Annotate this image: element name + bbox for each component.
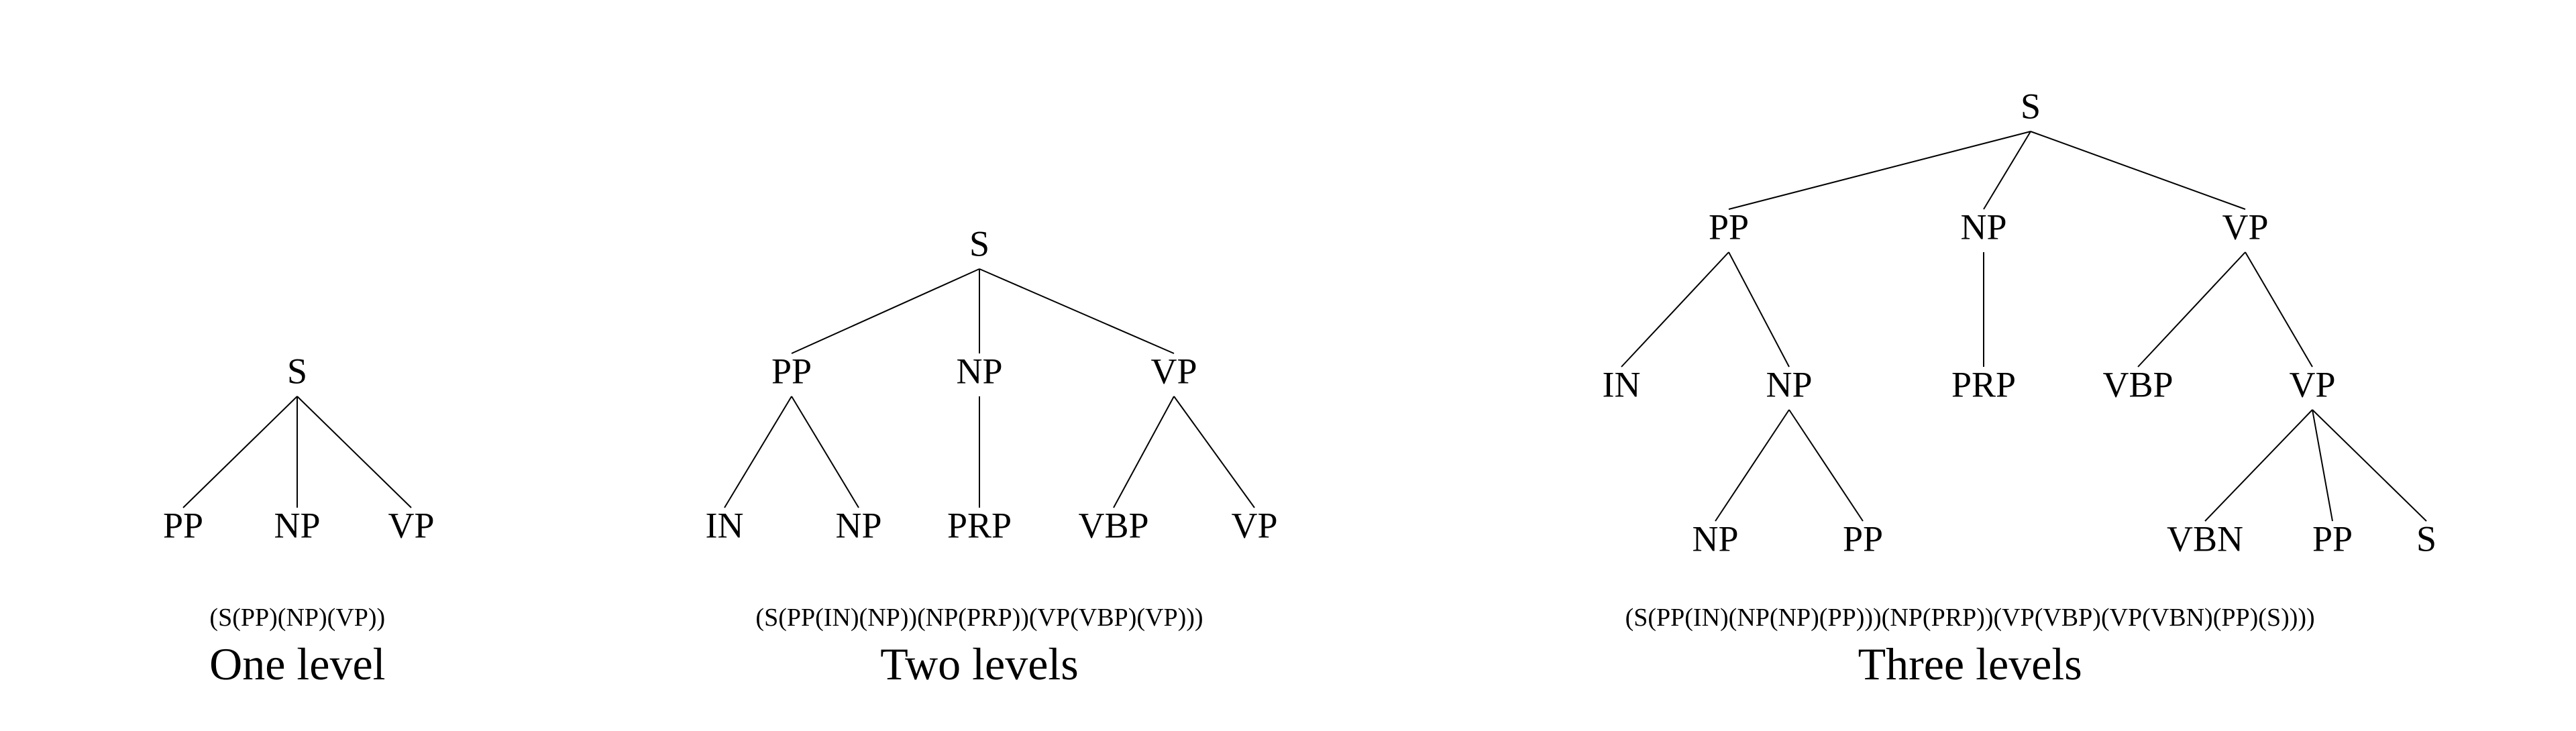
panel-three-levels: S PP NP VP IN NP PRP VBP VP NP PP VBN PP S (S(PP(IN)(… <box>1474 73 2467 691</box>
tree-edge <box>792 396 859 508</box>
tree-edge <box>1174 396 1254 508</box>
tree-node-label: VBP <box>1078 505 1148 545</box>
tree-edge <box>1729 131 2031 209</box>
tree-node-label: PRP <box>947 505 1012 545</box>
tree-edge <box>792 269 979 353</box>
title-two-levels: Two levels <box>880 638 1079 691</box>
tree-node-label: VP <box>1150 351 1197 391</box>
tree-node-label: NP <box>956 351 1002 391</box>
tree-node-label: PP <box>1709 207 1749 247</box>
tree-node-label: PRP <box>1951 364 2016 404</box>
tree-node-label: NP <box>274 505 321 545</box>
tree-edge <box>724 396 792 508</box>
tree-svg-one-level: S PP NP VP <box>109 328 485 583</box>
tree-edge <box>1114 396 1174 508</box>
tree-node-label: S <box>969 223 989 264</box>
tree-node-label: PP <box>2312 518 2353 559</box>
tree-edge <box>979 269 1174 353</box>
tree-node-label: PP <box>163 505 203 545</box>
tree-edge <box>183 396 297 508</box>
tree-node-label: VP <box>1231 505 1277 545</box>
tree-node-label: VP <box>388 505 435 545</box>
tree-edge <box>2031 131 2245 209</box>
tree-edge <box>1984 131 2031 209</box>
tree-node-label: S <box>287 351 307 391</box>
tree-node-label: VP <box>2222 207 2268 247</box>
bracket-two-levels: (S(PP(IN)(NP))(NP(PRP))(VP(VBP)(VP))) <box>755 603 1203 632</box>
title-three-levels: Three levels <box>1858 638 2082 691</box>
tree-three-levels: S PP NP VP IN NP PRP VBP VP NP PP VBN PP S <box>1474 73 2467 583</box>
tree-node-label: S <box>2021 86 2041 126</box>
tree-one-level: S PP NP VP <box>109 328 485 583</box>
tree-node-label: NP <box>1960 207 2006 247</box>
tree-node-label: IN <box>705 505 743 545</box>
tree-node-label: S <box>2416 518 2436 559</box>
panel-one-level: S PP NP VP (S(PP)(NP)(VP)) One level <box>109 328 485 691</box>
bracket-one-level: (S(PP)(NP)(VP)) <box>209 603 385 632</box>
tree-two-levels: S PP NP VP IN NP PRP VBP VP <box>624 207 1335 583</box>
tree-node-label: PP <box>771 351 812 391</box>
tree-svg-two-levels: S PP NP VP IN NP PRP VBP VP <box>624 207 1335 583</box>
tree-svg-three-levels: S PP NP VP IN NP PRP VBP VP NP PP VBN PP S <box>1474 73 2467 583</box>
tree-node-label: NP <box>1766 364 1812 404</box>
tree-node-label: NP <box>1692 518 1738 559</box>
tree-node-label: IN <box>1602 364 1640 404</box>
tree-edge <box>1715 410 1789 521</box>
tree-node-label: VP <box>2289 364 2335 404</box>
tree-edge <box>297 396 411 508</box>
tree-edge <box>2138 252 2245 367</box>
title-one-level: One level <box>209 638 385 691</box>
tree-node-label: PP <box>1843 518 1883 559</box>
panel-two-levels: S PP NP VP IN NP PRP VBP VP (S(PP(IN)(NP))(NP(PR… <box>624 207 1335 691</box>
tree-node-label: VBN <box>2167 518 2243 559</box>
diagram-container: S PP NP VP (S(PP)(NP)(VP)) One level S PP NP V… <box>0 0 2576 731</box>
tree-edge <box>1789 410 1863 521</box>
tree-node-label: NP <box>835 505 881 545</box>
tree-edge <box>2245 252 2312 367</box>
tree-edge <box>1729 252 1789 367</box>
tree-node-label: VBP <box>2102 364 2173 404</box>
tree-edge <box>2205 410 2312 521</box>
tree-edge <box>1621 252 1729 367</box>
bracket-three-levels: (S(PP(IN)(NP(NP)(PP)))(NP(PRP))(VP(VBP)(… <box>1625 603 2315 632</box>
